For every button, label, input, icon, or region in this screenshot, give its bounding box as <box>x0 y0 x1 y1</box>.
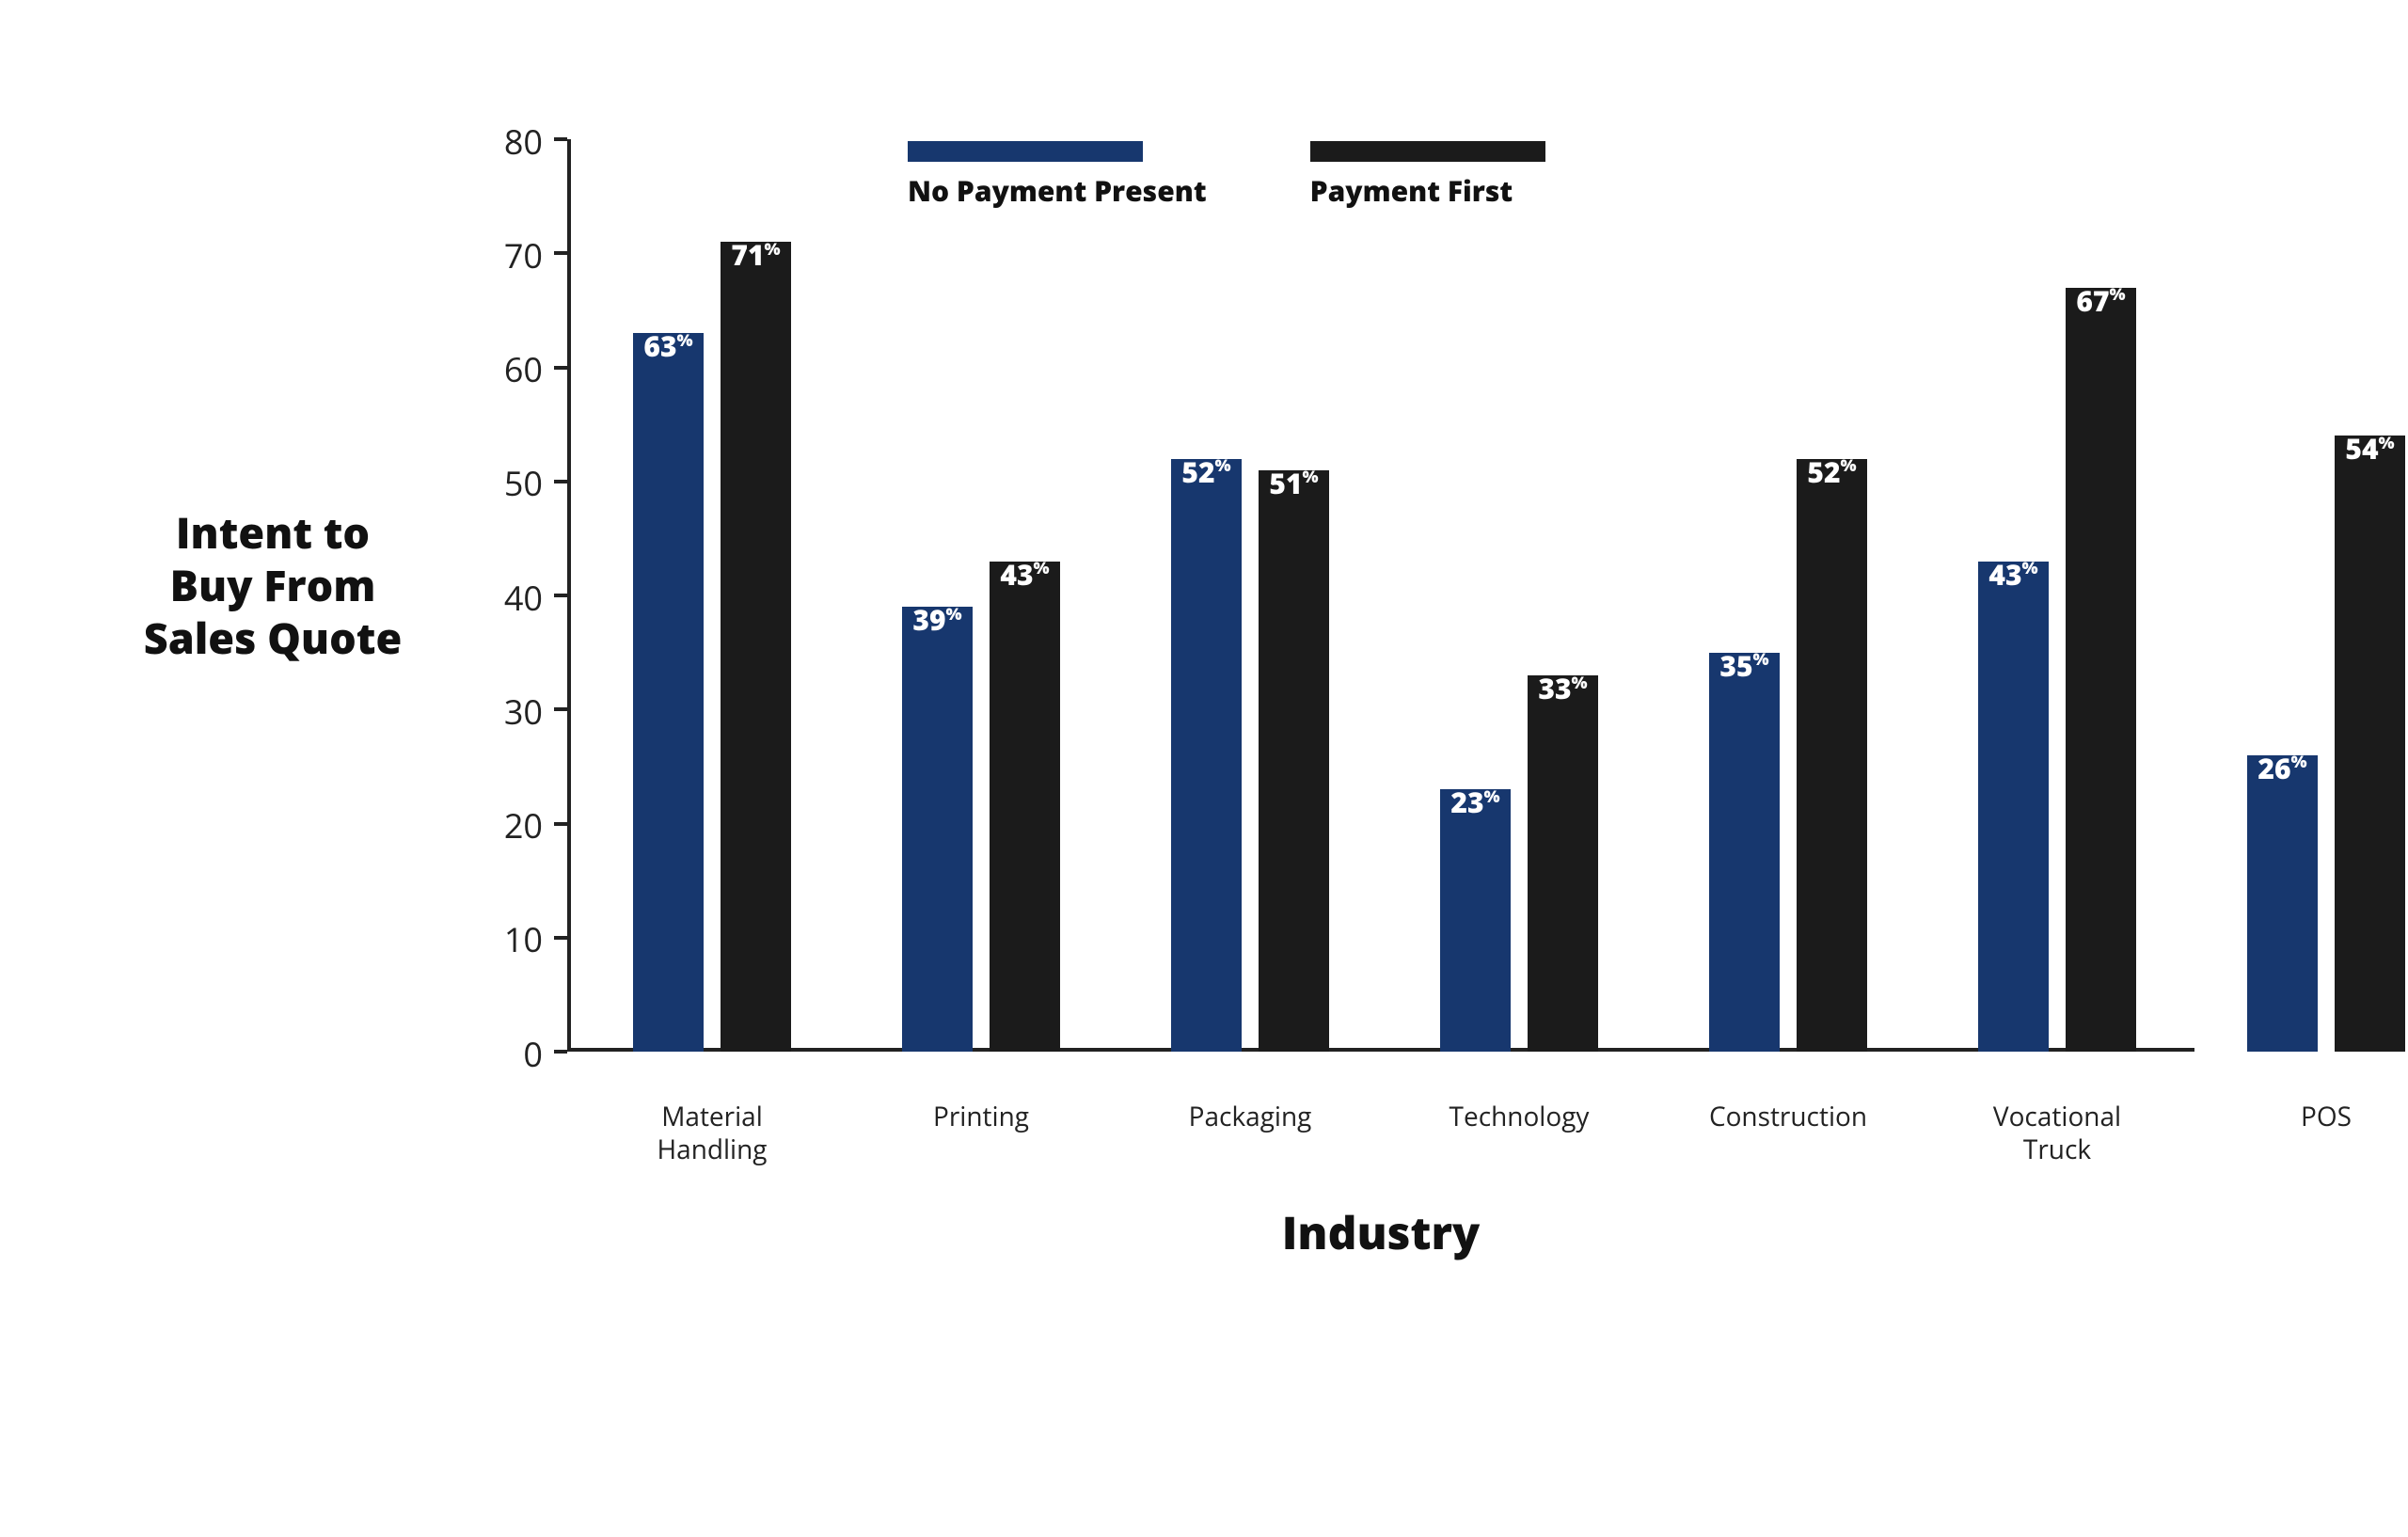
bar-payment_first <box>1259 470 1329 1052</box>
y-tick-label: 80 <box>467 119 543 165</box>
bar-no_payment <box>633 333 704 1052</box>
y-tick-mark <box>554 822 567 826</box>
y-tick-mark <box>554 251 567 255</box>
bar-value-label: 51% <box>1259 464 1329 502</box>
bar-payment_first <box>2335 436 2405 1052</box>
category-label: MaterialHandling <box>595 1101 829 1166</box>
y-tick-mark <box>554 137 567 141</box>
bar-value-label: 63% <box>633 326 704 365</box>
category-label: VocationalTruck <box>1941 1101 2174 1166</box>
y-tick-label: 60 <box>467 346 543 392</box>
y-tick-label: 0 <box>467 1031 543 1077</box>
bar-no_payment <box>1709 653 1780 1052</box>
category-label: Packaging <box>1133 1101 1367 1133</box>
y-axis-line <box>567 139 571 1052</box>
bar-payment_first <box>1528 675 1598 1052</box>
y-tick-mark <box>554 594 567 597</box>
bar-payment_first <box>721 242 791 1052</box>
bar-value-label: 33% <box>1528 669 1598 707</box>
bar-value-label: 43% <box>1978 555 2049 594</box>
y-tick-mark <box>554 936 567 940</box>
bar-no_payment <box>1440 789 1511 1052</box>
x-axis-line <box>567 1048 2194 1052</box>
chart-canvas: Intent toBuy FromSales Quote 0 10 20 30 40 50… <box>0 0 2408 1537</box>
bar-value-label: 52% <box>1171 452 1242 491</box>
bar-value-label: 52% <box>1797 452 1867 491</box>
bar-value-label: 43% <box>990 555 1060 594</box>
bar-value-label: 71% <box>721 235 791 274</box>
legend-swatch <box>1310 141 1545 162</box>
legend-item: No Payment Present <box>908 141 1207 210</box>
y-tick-mark <box>554 707 567 711</box>
bar-value-label: 39% <box>902 600 973 639</box>
category-label: Printing <box>864 1101 1098 1133</box>
category-label: Construction <box>1671 1101 1905 1133</box>
bar-value-label: 23% <box>1440 783 1511 821</box>
y-tick-label: 30 <box>467 689 543 735</box>
bar-no_payment <box>902 607 973 1052</box>
category-label: Technology <box>1402 1101 1636 1133</box>
bar-value-label: 54% <box>2335 429 2405 467</box>
bar-value-label: 26% <box>2247 749 2318 787</box>
bar-value-label: 67% <box>2066 281 2136 320</box>
bar-payment_first <box>1797 459 1867 1053</box>
bar-no_payment <box>2247 755 2318 1052</box>
category-label: POS <box>2210 1101 2408 1133</box>
y-tick-label: 70 <box>467 232 543 278</box>
legend: No Payment Present Payment First <box>908 141 1545 210</box>
y-axis-title: Intent toBuy FromSales Quote <box>85 507 461 666</box>
y-tick-label: 20 <box>467 802 543 848</box>
y-tick-mark <box>554 1050 567 1054</box>
y-tick-label: 50 <box>467 460 543 506</box>
bar-payment_first <box>990 562 1060 1052</box>
bar-payment_first <box>2066 288 2136 1052</box>
legend-label: No Payment Present <box>908 171 1207 210</box>
y-tick-mark <box>554 480 567 483</box>
y-tick-label: 40 <box>467 575 543 621</box>
legend-swatch <box>908 141 1143 162</box>
x-axis-title: Industry <box>567 1202 2194 1263</box>
legend-label: Payment First <box>1310 171 1513 210</box>
plot-area: 0102030405060708063%71%MaterialHandling3… <box>567 139 2194 1052</box>
bar-no_payment <box>1171 459 1242 1053</box>
legend-item: Payment First <box>1310 141 1545 210</box>
y-tick-label: 10 <box>467 916 543 962</box>
bar-value-label: 35% <box>1709 646 1780 685</box>
bar-no_payment <box>1978 562 2049 1052</box>
y-tick-mark <box>554 366 567 370</box>
